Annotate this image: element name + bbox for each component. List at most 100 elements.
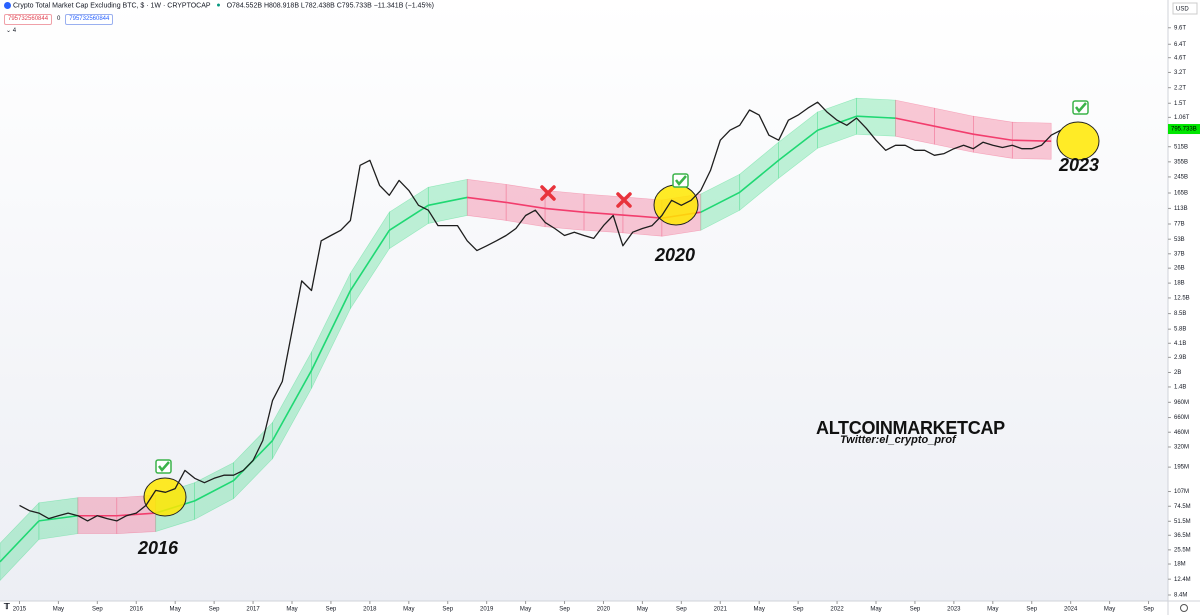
last-price-box	[1168, 124, 1200, 135]
x-tick-label: Sep	[326, 607, 337, 613]
x-tick-label: Sep	[910, 607, 921, 613]
y-tick-label: 37B	[1174, 251, 1185, 257]
ohlc: O784.552B H808.918B L782.438B C795.733B …	[226, 2, 434, 10]
y-tick-label: 18M	[1174, 562, 1186, 568]
status-dot: ●	[216, 2, 221, 10]
channel-mid	[38, 514, 78, 522]
currency-box[interactable]	[1172, 2, 1198, 15]
channel-mid	[817, 115, 857, 131]
channel-mid	[856, 115, 896, 119]
highlight-circle	[1056, 121, 1100, 161]
x-tick-label: 2021	[714, 607, 728, 613]
y-tick-label: 515B	[1174, 144, 1188, 150]
channel-mid	[778, 129, 819, 161]
currency: USD	[1176, 7, 1189, 13]
x-tick-label: May	[403, 607, 414, 613]
y-tick-label: 25.5M	[1174, 547, 1191, 553]
y-tick-label: 51.5M	[1174, 519, 1191, 525]
y-tick-label: 26B	[1174, 266, 1185, 272]
x-tick-label: Sep	[1026, 607, 1037, 613]
x-tick-label: May	[637, 607, 648, 613]
check-mark	[155, 100, 1089, 474]
y-tick-label: 74.5M	[1174, 504, 1191, 510]
y-tick-label: 1.4B	[1174, 385, 1186, 391]
y-tick-label: 660M	[1174, 415, 1189, 421]
indicator-count: 4	[12, 28, 17, 34]
x-tick-label: Sep	[559, 607, 570, 613]
x-tick-label: 2019	[480, 607, 494, 613]
y-tick-label: 5.8B	[1174, 327, 1186, 333]
x-tick-label: May	[53, 607, 64, 613]
x-tick-label: May	[170, 607, 181, 613]
x-tick-label: 2017	[246, 607, 260, 613]
channel-mid	[583, 211, 623, 216]
x-tick-label: May	[754, 607, 765, 613]
tv-logo: 𝕋	[3, 602, 10, 611]
channel-mid	[0, 520, 40, 563]
x-tick-label: Sep	[442, 607, 453, 613]
y-tick-label: 113B	[1174, 206, 1188, 212]
input-box[interactable]: 795732560844	[4, 14, 53, 25]
y-tick-label: 77B	[1174, 222, 1185, 228]
annotation: Twitter:el_crypto_prof	[840, 434, 956, 446]
y-tick-label: 8.4M	[1174, 593, 1187, 599]
y-tick-label: 12.5B	[1174, 296, 1190, 302]
y-tick-label: 36.5M	[1174, 533, 1191, 539]
x-tick-label: 2022	[830, 607, 844, 613]
price-layer	[19, 101, 1062, 522]
y-tick-label: 1.5T	[1174, 101, 1186, 107]
y-tick-label: 460M	[1174, 430, 1189, 436]
x-tick-label: 2024	[1064, 607, 1078, 613]
header: Crypto Total Market Cap Excluding BTC, $…	[4, 2, 434, 9]
marks	[155, 100, 1089, 474]
y-tick-label: 320M	[1174, 445, 1189, 451]
x-tick-label: Sep	[1143, 607, 1154, 613]
y-tick-label: 8.5B	[1174, 311, 1186, 317]
x-axis-panel	[0, 601, 1200, 615]
channel-mid	[506, 201, 546, 210]
channel-mid	[934, 125, 974, 135]
x-tick-label: Sep	[676, 607, 687, 613]
symbol-title: Crypto Total Market Cap Excluding BTC, $…	[12, 2, 211, 10]
x-tick-label: Sep	[209, 607, 220, 613]
input-box[interactable]: 795732560844	[65, 14, 114, 25]
y-tick-label: 2.9B	[1174, 355, 1186, 361]
x-tick-label: Sep	[793, 607, 804, 613]
channel-mid	[388, 204, 429, 231]
annotation: ALTCOINMARKETCAP	[816, 418, 1005, 438]
highlight-circles	[143, 121, 1100, 517]
y-tick-label: 12.4M	[1174, 577, 1191, 583]
x-tick-label: 2020	[597, 607, 611, 613]
indicator-inputs: 795732560844 0 795732560844	[4, 14, 114, 25]
y-tick-label: 2.2T	[1174, 85, 1186, 91]
symbol-icon	[4, 2, 11, 9]
channel-mid	[973, 133, 1013, 142]
axes: 9.6T 6.4T 4.6T 3.2T 2.2T 1.5T 1.06T 515B 355B 245…	[13, 25, 1200, 613]
y-tick-label: 18B	[1174, 281, 1185, 287]
y-tick-label: 107M	[1174, 489, 1189, 495]
channel-mid	[194, 479, 234, 502]
price-line	[19, 101, 1062, 522]
x-tick-label: 2016	[130, 607, 144, 613]
channel-mid	[700, 191, 741, 213]
channel-mid	[428, 196, 468, 207]
y-tick-label: 165B	[1174, 191, 1188, 197]
cross-mark	[540, 185, 632, 208]
annotation: 2023	[1059, 155, 1100, 175]
highlight-circle	[653, 184, 699, 226]
channel-mid	[544, 207, 585, 213]
y-tick-label: 9.6T	[1174, 25, 1186, 31]
settings-icon[interactable]	[1180, 604, 1188, 612]
x-tick-label: 2015	[13, 607, 27, 613]
y-tick-label: 195M	[1174, 465, 1189, 471]
y-tick-label: 4.1B	[1174, 341, 1186, 347]
channel-mid	[622, 214, 662, 219]
y-tick-label: 355B	[1174, 159, 1188, 165]
channel-mid	[310, 290, 352, 371]
indicator-toggle[interactable]: ⌄ 4	[6, 28, 17, 34]
y-tick-label: 1.06T	[1174, 115, 1190, 121]
channel-mid	[895, 117, 935, 127]
highlight-circle	[143, 477, 187, 517]
